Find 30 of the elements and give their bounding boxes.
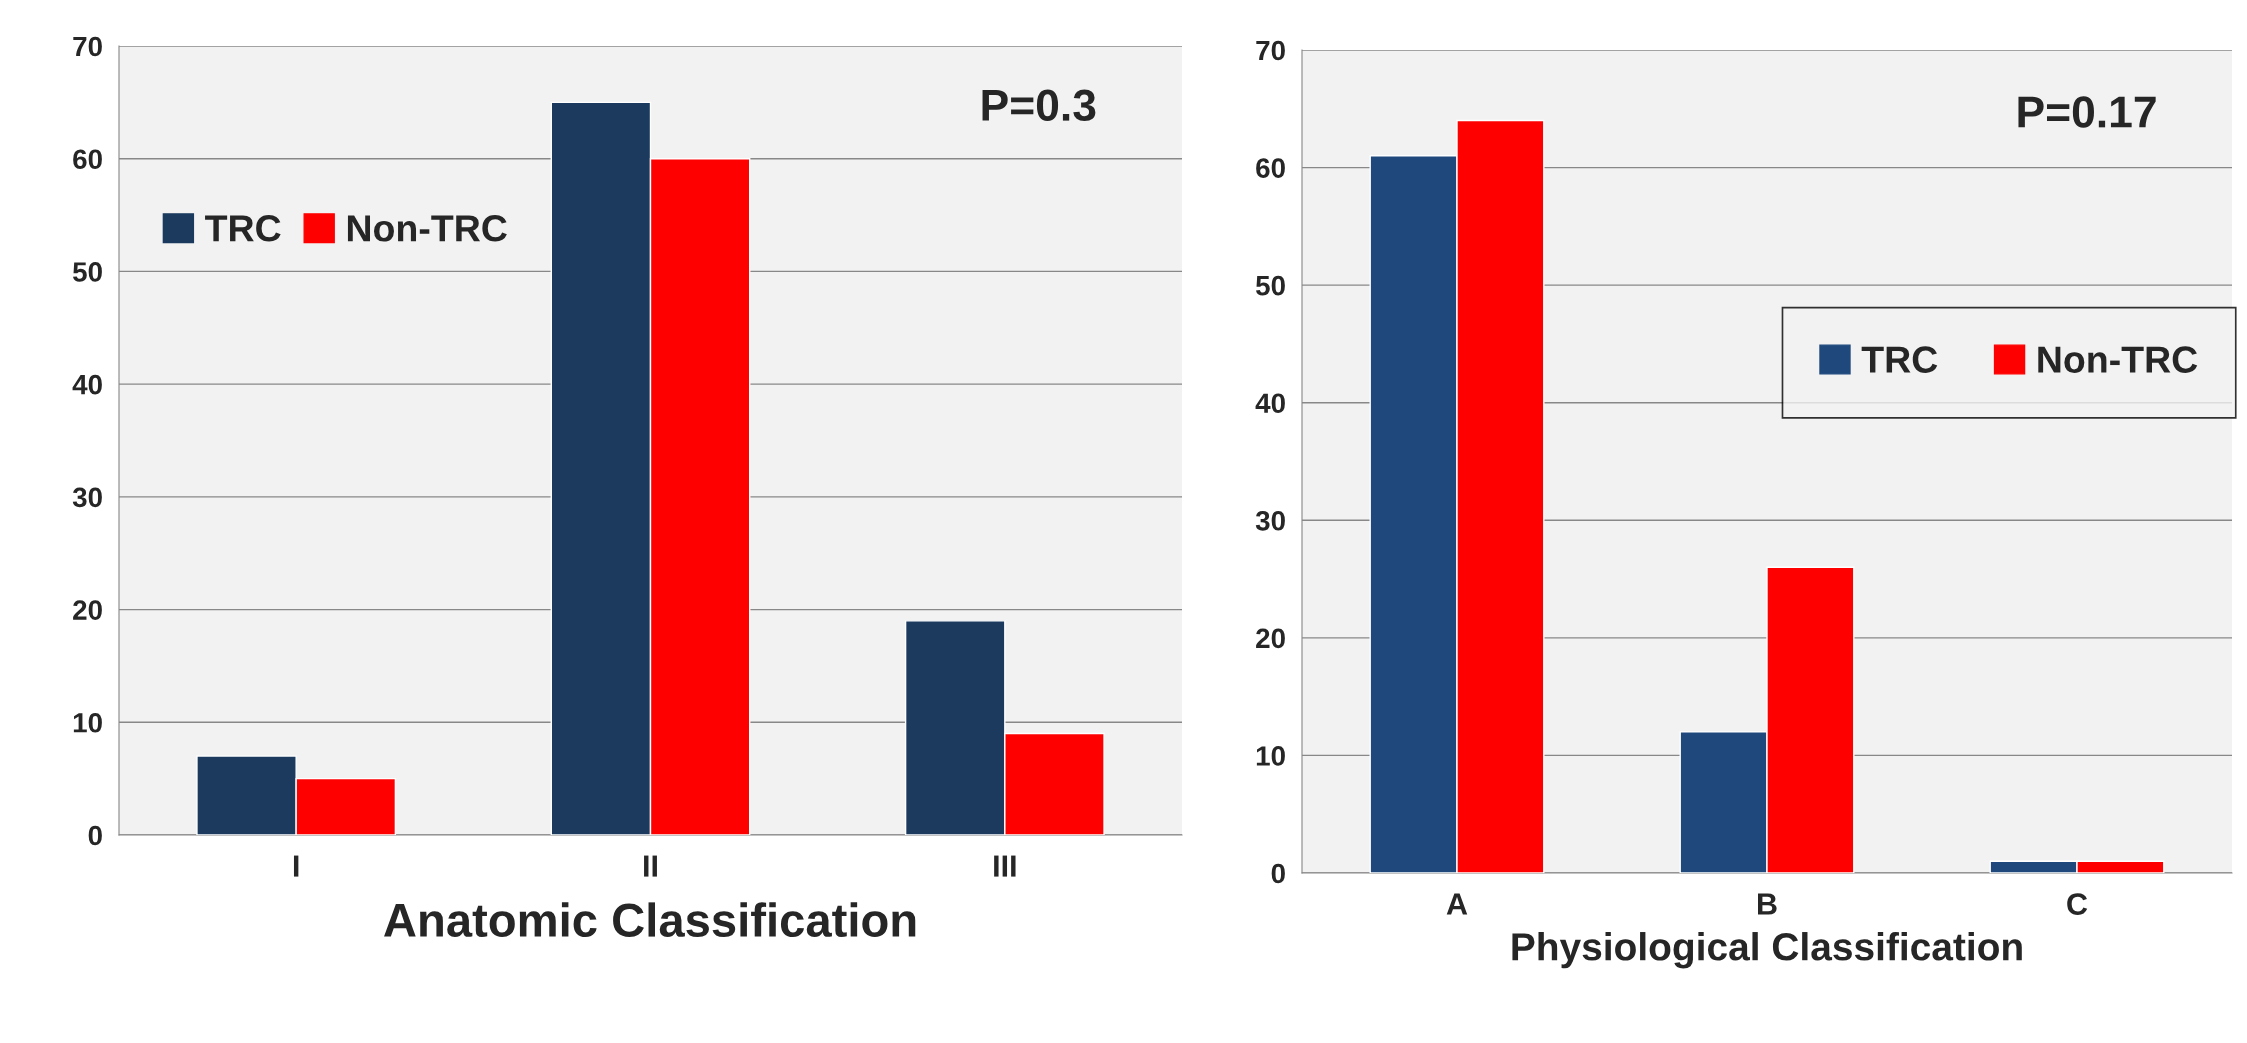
x-tick-label: III [994, 855, 1016, 877]
legend-label: Non-TRC [347, 215, 507, 242]
x-axis-title: Anatomic Classification [384, 902, 916, 938]
y-tick-label: 60 [73, 149, 102, 170]
y-tick-label: 0 [88, 825, 102, 846]
y-tick-label: 70 [1256, 40, 1285, 61]
legend-label: TRC [205, 215, 281, 242]
y-tick-label: 30 [72, 487, 102, 508]
x-tick-label: II [644, 855, 657, 877]
annotation: P=0.17 [2018, 96, 2156, 128]
x-axis-title: Physiological Classification [1512, 932, 2022, 969]
y-tick-label: 30 [1255, 510, 1285, 531]
x-tick-label: A [1446, 893, 1468, 915]
y-tick-label: 70 [73, 36, 102, 57]
y-tick-label: 10 [1256, 746, 1285, 766]
y-tick-label: 40 [72, 374, 102, 395]
y-tick-label: 60 [1256, 158, 1285, 178]
y-tick-label: 50 [1255, 275, 1285, 296]
legend-label: TRC [1861, 346, 1938, 373]
y-tick-label: 20 [73, 600, 102, 620]
y-tick-label: 0 [1271, 863, 1285, 884]
x-tick-label: I [293, 855, 299, 877]
legend-label: Non-TRC [2038, 346, 2198, 373]
y-tick-label: 10 [73, 712, 102, 733]
x-tick-label: C [2067, 893, 2088, 915]
annotation: P=0.3 [982, 89, 1096, 122]
x-tick-label: B [1758, 893, 1777, 915]
y-tick-label: 20 [1256, 628, 1285, 649]
y-tick-label: 50 [72, 262, 102, 282]
y-tick-label: 40 [1255, 393, 1285, 414]
